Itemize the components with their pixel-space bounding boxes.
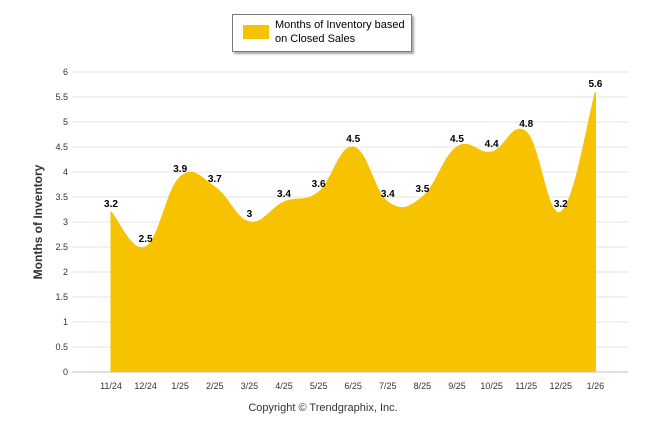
data-label: 3.6 xyxy=(312,179,326,190)
y-tick-label: 2.5 xyxy=(55,242,68,252)
data-label: 3.4 xyxy=(277,189,291,200)
x-tick-labels: 11/24 12/24 1/25 2/25 3/25 4/25 5/25 6/25 7/25 8/… xyxy=(100,381,604,391)
legend-label: Months of Inventory based on Closed Sale… xyxy=(275,19,405,45)
y-tick-label: 5.5 xyxy=(55,92,68,102)
x-tick-label: 1/26 xyxy=(587,381,605,391)
y-tick-label: 4 xyxy=(63,167,68,177)
data-label: 4.5 xyxy=(450,134,464,145)
y-axis-title: Months of Inventory xyxy=(31,164,45,279)
data-label: 3.5 xyxy=(415,184,429,195)
x-tick-label: 9/25 xyxy=(448,381,466,391)
x-tick-label: 12/24 xyxy=(134,381,157,391)
x-tick-label: 1/25 xyxy=(171,381,189,391)
data-labels: 3.2 2.5 3.9 3.7 3 3.4 3.6 4.5 3.4 3.5 4.5 4.4 4.8 3.2… xyxy=(104,79,603,245)
legend-swatch xyxy=(243,25,269,39)
area-series xyxy=(110,91,596,373)
data-label: 3 xyxy=(247,209,253,220)
x-tick-label: 11/24 xyxy=(100,381,122,391)
data-label: 3.2 xyxy=(104,199,118,210)
x-tick-label: 5/25 xyxy=(310,381,328,391)
data-label: 3.4 xyxy=(381,189,395,200)
copyright-text: Copyright © Trendgraphix, Inc. xyxy=(248,402,398,414)
x-tick-label: 12/25 xyxy=(550,381,573,391)
data-label: 5.6 xyxy=(588,79,602,90)
data-label: 3.9 xyxy=(173,164,187,175)
x-tick-label: 7/25 xyxy=(379,381,397,391)
y-tick-label: 3.5 xyxy=(55,192,68,202)
legend: Months of Inventory based on Closed Sale… xyxy=(232,14,412,52)
x-tick-label: 2/25 xyxy=(206,381,224,391)
y-tick-label: 2 xyxy=(63,267,68,277)
x-tick-label: 10/25 xyxy=(480,381,503,391)
y-tick-label: 3 xyxy=(63,217,68,227)
y-tick-label: 4.5 xyxy=(55,142,68,152)
y-tick-label: 0 xyxy=(63,367,68,377)
x-tick-label: 11/25 xyxy=(515,381,537,391)
x-tick-label: 6/25 xyxy=(344,381,362,391)
y-tick-label: 5 xyxy=(63,117,68,127)
y-tick-label: 1 xyxy=(63,317,68,327)
y-tick-label: 0.5 xyxy=(55,342,68,352)
y-tick-labels: 0 0.5 1 1.5 2 2.5 3 3.5 4 4.5 5 5.5 6 xyxy=(55,67,68,377)
x-tick-label: 4/25 xyxy=(275,381,293,391)
data-label: 3.2 xyxy=(554,199,568,210)
data-label: 2.5 xyxy=(139,234,153,245)
x-tick-label: 8/25 xyxy=(414,381,432,391)
y-tick-label: 6 xyxy=(63,67,68,77)
x-tick-label: 3/25 xyxy=(241,381,259,391)
data-label: 4.8 xyxy=(519,119,533,130)
y-tick-label: 1.5 xyxy=(55,292,68,302)
data-label: 3.7 xyxy=(208,174,222,185)
data-label: 4.4 xyxy=(485,139,499,150)
data-label: 4.5 xyxy=(346,134,360,145)
